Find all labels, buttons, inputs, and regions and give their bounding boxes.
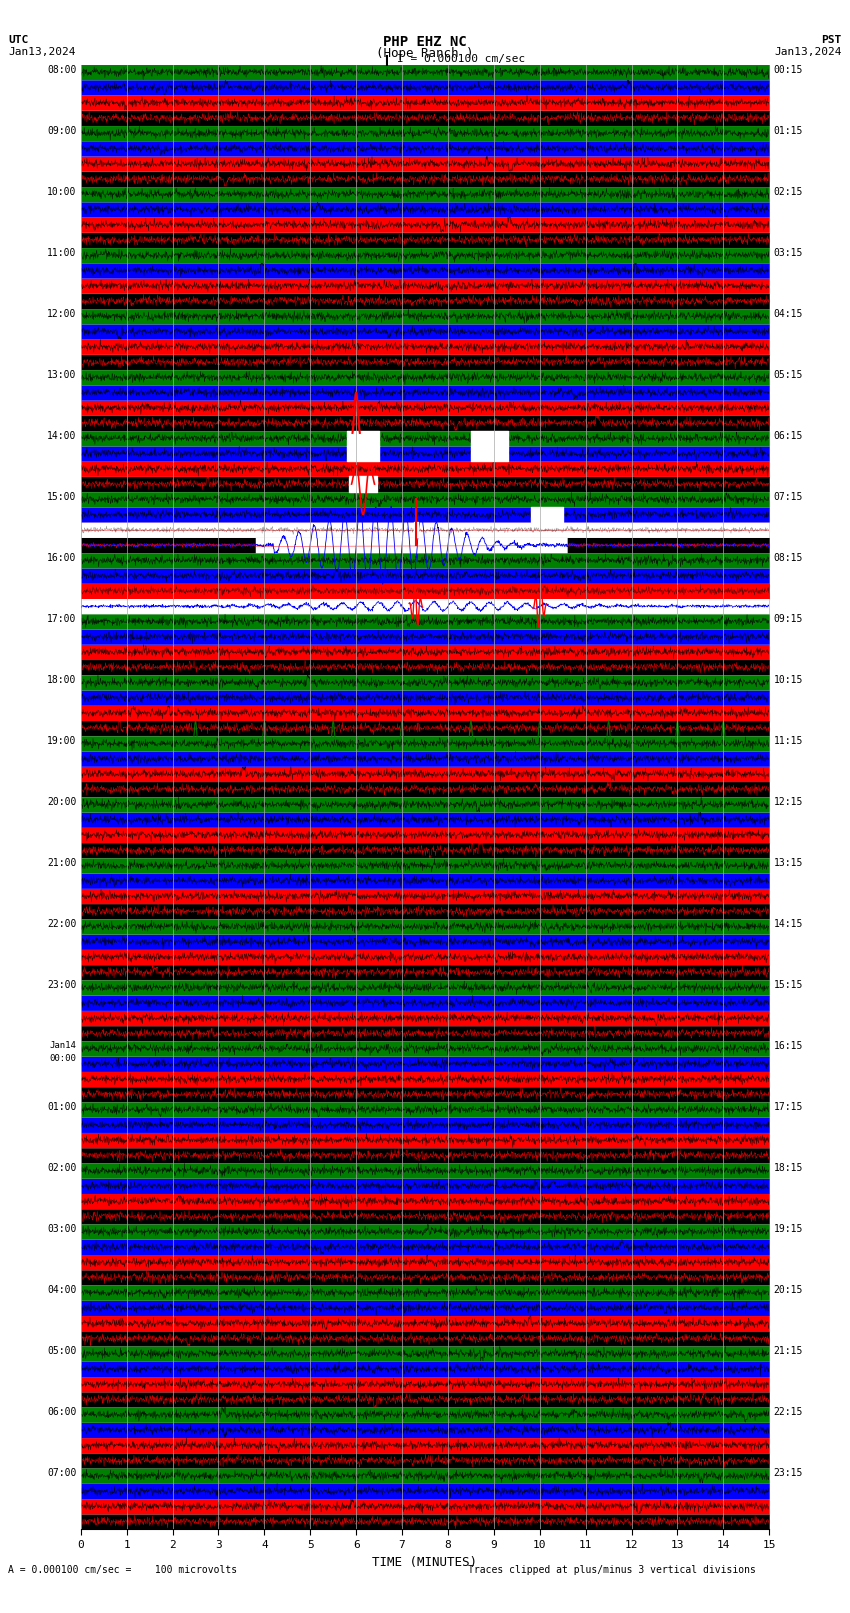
Text: 02:00: 02:00 [47,1163,76,1173]
Text: 10:00: 10:00 [47,187,76,197]
Text: 00:15: 00:15 [774,65,803,74]
Text: PST: PST [821,35,842,45]
Text: 08:00: 08:00 [47,65,76,74]
Text: 01:15: 01:15 [774,126,803,135]
Text: 17:15: 17:15 [774,1102,803,1111]
Text: 17:00: 17:00 [47,615,76,624]
Text: 02:15: 02:15 [774,187,803,197]
Text: 03:15: 03:15 [774,247,803,258]
Text: 16:15: 16:15 [774,1040,803,1052]
Text: 10:15: 10:15 [774,674,803,686]
Text: PHP EHZ NC: PHP EHZ NC [383,35,467,50]
Text: 04:15: 04:15 [774,308,803,319]
X-axis label: TIME (MINUTES): TIME (MINUTES) [372,1557,478,1569]
Text: 22:00: 22:00 [47,919,76,929]
Text: 09:00: 09:00 [47,126,76,135]
Text: 13:15: 13:15 [774,858,803,868]
Text: 05:00: 05:00 [47,1345,76,1357]
Text: 21:00: 21:00 [47,858,76,868]
Text: 06:15: 06:15 [774,431,803,440]
Text: 01:00: 01:00 [47,1102,76,1111]
Text: 07:15: 07:15 [774,492,803,502]
Text: Jan14: Jan14 [49,1040,76,1050]
Text: 14:00: 14:00 [47,431,76,440]
Text: 23:15: 23:15 [774,1468,803,1478]
Text: 19:00: 19:00 [47,736,76,745]
Text: Jan13,2024: Jan13,2024 [8,47,76,56]
Text: 23:00: 23:00 [47,979,76,990]
Text: 16:00: 16:00 [47,553,76,563]
Text: 08:15: 08:15 [774,553,803,563]
Text: 18:00: 18:00 [47,674,76,686]
Text: 18:15: 18:15 [774,1163,803,1173]
Text: 04:00: 04:00 [47,1286,76,1295]
Text: 22:15: 22:15 [774,1407,803,1418]
Text: 07:00: 07:00 [47,1468,76,1478]
Text: 00:00: 00:00 [49,1053,76,1063]
Text: 15:15: 15:15 [774,979,803,990]
Text: (Hope Ranch ): (Hope Ranch ) [377,47,473,60]
Text: 09:15: 09:15 [774,615,803,624]
Text: 11:00: 11:00 [47,247,76,258]
Text: 13:00: 13:00 [47,369,76,379]
Text: 12:00: 12:00 [47,308,76,319]
Text: 03:00: 03:00 [47,1224,76,1234]
Text: 20:00: 20:00 [47,797,76,806]
Text: UTC: UTC [8,35,29,45]
Text: 12:15: 12:15 [774,797,803,806]
Text: A = 0.000100 cm/sec =    100 microvolts: A = 0.000100 cm/sec = 100 microvolts [8,1565,238,1574]
Text: 15:00: 15:00 [47,492,76,502]
Text: Traces clipped at plus/minus 3 vertical divisions: Traces clipped at plus/minus 3 vertical … [468,1565,756,1574]
Text: 21:15: 21:15 [774,1345,803,1357]
Text: I = 0.000100 cm/sec: I = 0.000100 cm/sec [397,53,525,65]
Text: 05:15: 05:15 [774,369,803,379]
Text: Jan13,2024: Jan13,2024 [774,47,842,56]
Text: 20:15: 20:15 [774,1286,803,1295]
Text: 14:15: 14:15 [774,919,803,929]
Text: 11:15: 11:15 [774,736,803,745]
Text: 19:15: 19:15 [774,1224,803,1234]
Text: 06:00: 06:00 [47,1407,76,1418]
